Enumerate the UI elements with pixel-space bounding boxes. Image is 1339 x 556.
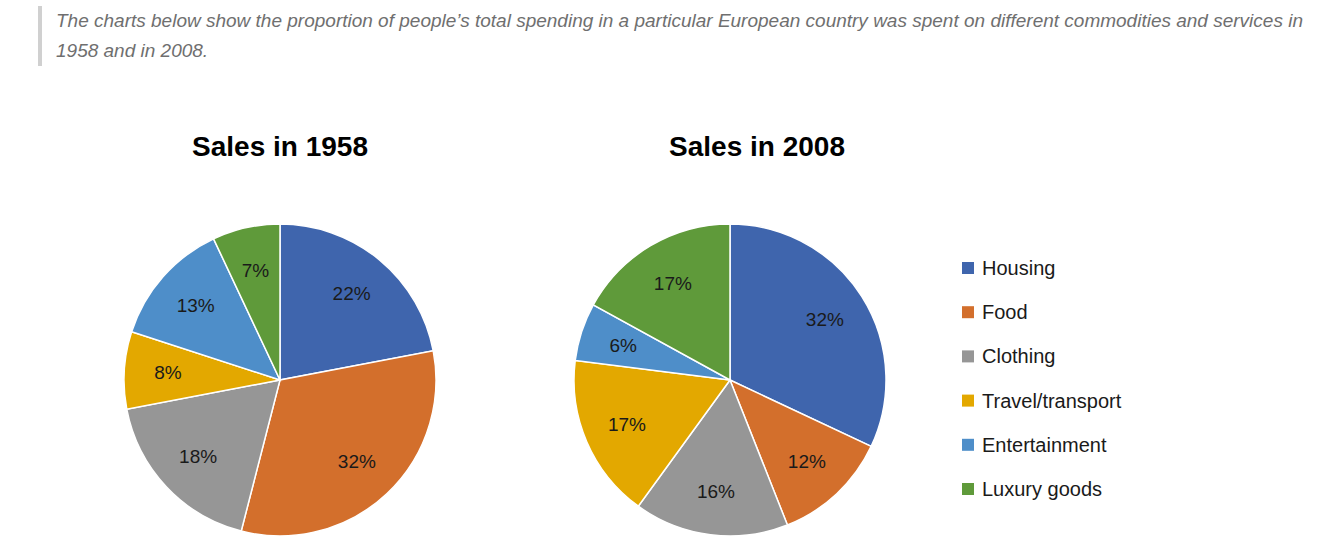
legend-item: Entertainment — [962, 434, 1107, 456]
legend-item: Luxury goods — [962, 478, 1102, 500]
data-label: 17% — [654, 273, 692, 294]
data-labels: 32% 12% 16% 17% 6% 17% — [608, 273, 844, 502]
legend-swatch — [962, 439, 974, 451]
chart-title: Sales in 1958 — [192, 131, 368, 162]
legend-swatch — [962, 395, 974, 407]
data-label: 17% — [608, 414, 646, 435]
legend-swatch — [962, 306, 974, 318]
data-label: 13% — [177, 295, 215, 316]
legend-label: Housing — [982, 257, 1055, 279]
legend: Housing Food Clothing Travel/transport Enter… — [962, 257, 1122, 500]
pie-panel: Sales in 2008 32% 12% 16% 17% 6% 17% — [574, 131, 886, 536]
legend-item: Housing — [962, 257, 1055, 279]
pie-panel: Sales in 1958 22% 32% 18% 8% 13% 7% — [124, 131, 436, 536]
chart-canvas: Sales in 1958 22% 32% 18% 8% 13% 7% Sales in 20… — [0, 0, 1339, 556]
data-label: 32% — [338, 451, 376, 472]
chart-title: Sales in 2008 — [669, 131, 845, 162]
legend-label: Travel/transport — [982, 390, 1122, 412]
pie: 32% 12% 16% 17% 6% 17% — [574, 224, 886, 536]
data-label: 18% — [179, 446, 217, 467]
data-label: 7% — [242, 260, 270, 281]
description: The charts below show the proportion of … — [38, 6, 1326, 66]
slices — [574, 224, 886, 536]
pie-slice — [593, 224, 730, 380]
legend-label: Entertainment — [982, 434, 1107, 456]
data-label: 8% — [154, 362, 182, 383]
legend-swatch — [962, 483, 974, 495]
pie-slice — [214, 224, 280, 380]
slices — [124, 224, 436, 536]
data-label: 12% — [788, 451, 826, 472]
legend-label: Clothing — [982, 345, 1055, 367]
pie: 22% 32% 18% 8% 13% 7% — [124, 224, 436, 536]
legend-item: Travel/transport — [962, 390, 1122, 412]
data-label: 22% — [333, 283, 371, 304]
legend-item: Food — [962, 301, 1028, 323]
legend-swatch — [962, 350, 974, 362]
data-label: 32% — [806, 309, 844, 330]
legend-swatch — [962, 262, 974, 274]
legend-label: Food — [982, 301, 1028, 323]
data-labels: 22% 32% 18% 8% 13% 7% — [154, 260, 376, 472]
data-label: 16% — [697, 481, 735, 502]
data-label: 6% — [609, 335, 637, 356]
legend-label: Luxury goods — [982, 478, 1102, 500]
legend-item: Clothing — [962, 345, 1055, 367]
